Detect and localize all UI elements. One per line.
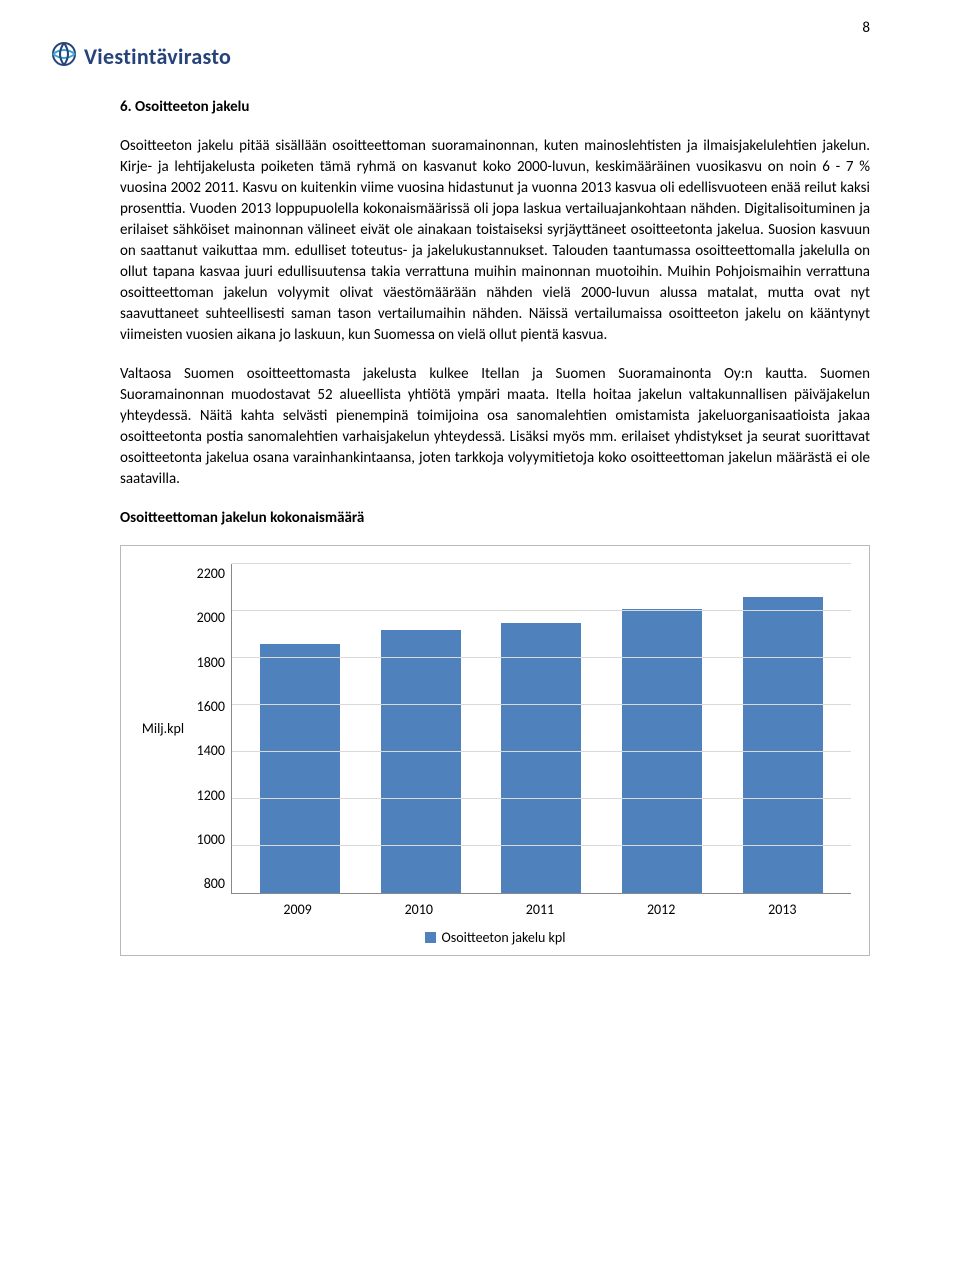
y-axis-ticks: 2200 2000 1800 1600 1400 1200 1000 800 [187, 564, 231, 894]
gridline [232, 610, 851, 611]
y-tick-label: 2000 [187, 608, 225, 628]
chart-legend: Osoitteeton jakelu kpl [139, 928, 851, 948]
y-tick-label: 2200 [187, 564, 225, 584]
x-axis-ticks: 2009 2010 2011 2012 2013 [139, 894, 851, 920]
legend-swatch [425, 932, 436, 943]
brand-logo: Viestintävirasto [50, 40, 870, 75]
globe-icon [50, 40, 78, 75]
chart-bar [743, 597, 823, 893]
gridline [232, 704, 851, 705]
x-tick-label: 2013 [742, 900, 822, 920]
y-tick-label: 1600 [187, 697, 225, 717]
section-heading: 6. Osoitteeton jakelu [120, 97, 870, 118]
y-tick-label: 1000 [187, 830, 225, 850]
y-tick-label: 1400 [187, 741, 225, 761]
legend-label: Osoitteeton jakelu kpl [442, 928, 566, 948]
gridline [232, 845, 851, 846]
chart-bar [260, 644, 340, 893]
body-paragraph-1: Osoitteeton jakelu pitää sisällään osoit… [120, 136, 870, 346]
x-tick-label: 2009 [258, 900, 338, 920]
chart-plot-area: Milj.kpl 2200 2000 1800 1600 1400 1200 1000 800 [139, 564, 851, 894]
y-tick-label: 800 [187, 874, 225, 894]
y-tick-label: 1200 [187, 786, 225, 806]
bar-chart-container: Milj.kpl 2200 2000 1800 1600 1400 1200 1000 800… [120, 545, 870, 956]
gridline [232, 657, 851, 658]
chart-title: Osoitteettoman jakelun kokonaismäärä [120, 508, 870, 529]
chart-bars [232, 564, 851, 893]
brand-name: Viestintävirasto [84, 42, 231, 73]
x-tick-label: 2012 [621, 900, 701, 920]
chart-plot [231, 564, 851, 894]
page-number: 8 [862, 18, 870, 39]
y-axis-label: Milj.kpl [139, 564, 187, 894]
body-paragraph-2: Valtaosa Suomen osoitteettomasta jakelus… [120, 364, 870, 490]
chart-bar [501, 623, 581, 893]
gridline [232, 798, 851, 799]
chart-bar [381, 630, 461, 893]
gridline [232, 751, 851, 752]
gridline [232, 563, 851, 564]
x-tick-label: 2010 [379, 900, 459, 920]
y-tick-label: 1800 [187, 653, 225, 673]
x-tick-label: 2011 [500, 900, 580, 920]
